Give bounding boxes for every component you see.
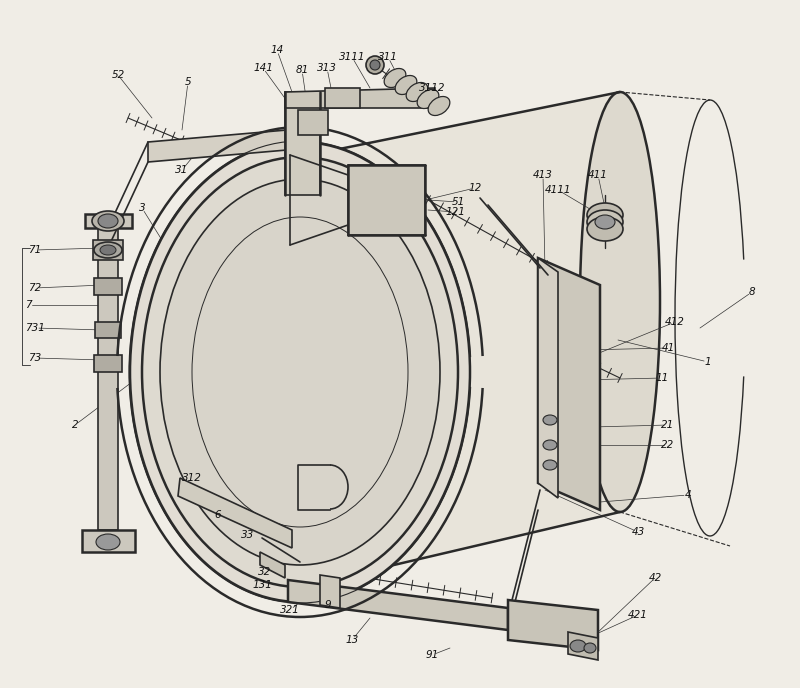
Polygon shape: [348, 165, 425, 235]
Polygon shape: [538, 258, 558, 498]
Ellipse shape: [96, 534, 120, 550]
Polygon shape: [320, 575, 340, 608]
Polygon shape: [300, 92, 620, 587]
Ellipse shape: [370, 60, 380, 70]
Polygon shape: [538, 258, 600, 510]
Polygon shape: [93, 240, 123, 260]
Text: 8: 8: [749, 287, 755, 297]
Text: 9: 9: [325, 600, 331, 610]
Ellipse shape: [160, 179, 440, 565]
Text: 121: 121: [445, 207, 465, 217]
Polygon shape: [568, 632, 598, 660]
Ellipse shape: [142, 157, 458, 587]
Text: 412: 412: [665, 317, 685, 327]
Text: 31: 31: [175, 165, 189, 175]
Polygon shape: [285, 88, 435, 108]
Polygon shape: [325, 88, 360, 108]
Ellipse shape: [587, 210, 623, 234]
Ellipse shape: [570, 640, 586, 652]
Text: 73: 73: [28, 353, 42, 363]
Text: 421: 421: [628, 610, 648, 620]
Text: 32: 32: [258, 567, 272, 577]
Text: 731: 731: [25, 323, 45, 333]
Text: 72: 72: [28, 283, 42, 293]
Text: 91: 91: [426, 650, 438, 660]
Ellipse shape: [98, 214, 118, 228]
Text: 21: 21: [662, 420, 674, 430]
Ellipse shape: [92, 211, 124, 231]
Text: 411: 411: [588, 170, 608, 180]
Text: 321: 321: [280, 605, 300, 615]
Ellipse shape: [100, 245, 116, 255]
Text: 42: 42: [648, 573, 662, 583]
Text: 33: 33: [242, 530, 254, 540]
Text: 14: 14: [270, 45, 284, 55]
Text: 3: 3: [138, 203, 146, 213]
Ellipse shape: [406, 83, 428, 102]
Polygon shape: [298, 110, 328, 135]
Ellipse shape: [428, 96, 450, 116]
Ellipse shape: [543, 415, 557, 425]
Polygon shape: [85, 214, 132, 228]
Polygon shape: [508, 600, 598, 650]
Ellipse shape: [94, 242, 122, 258]
Text: 413: 413: [533, 170, 553, 180]
Ellipse shape: [543, 440, 557, 450]
Text: 3112: 3112: [418, 83, 446, 93]
Text: 81: 81: [295, 65, 309, 75]
Polygon shape: [148, 128, 310, 162]
Text: 1: 1: [705, 357, 711, 367]
Text: 311: 311: [378, 52, 398, 62]
Text: 43: 43: [631, 527, 645, 537]
Ellipse shape: [395, 76, 417, 94]
Text: 11: 11: [655, 373, 669, 383]
Text: 141: 141: [253, 63, 273, 73]
Text: 52: 52: [111, 70, 125, 80]
Text: 51: 51: [451, 197, 465, 207]
Ellipse shape: [587, 217, 623, 241]
Polygon shape: [285, 92, 320, 195]
Text: 131: 131: [252, 580, 272, 590]
Polygon shape: [178, 478, 292, 548]
Text: 5: 5: [185, 77, 191, 87]
Polygon shape: [82, 530, 135, 552]
Polygon shape: [260, 552, 285, 578]
Ellipse shape: [584, 643, 596, 653]
Polygon shape: [288, 580, 508, 630]
Ellipse shape: [543, 460, 557, 470]
Ellipse shape: [595, 215, 615, 229]
Ellipse shape: [587, 203, 623, 227]
Text: 71: 71: [28, 245, 42, 255]
Ellipse shape: [130, 142, 470, 602]
Text: 2: 2: [72, 420, 78, 430]
Text: 4111: 4111: [545, 185, 571, 195]
Text: 41: 41: [662, 343, 674, 353]
Ellipse shape: [417, 89, 439, 109]
Polygon shape: [94, 355, 122, 372]
Ellipse shape: [580, 92, 660, 512]
Ellipse shape: [366, 56, 384, 74]
Polygon shape: [98, 228, 118, 530]
Text: 3111: 3111: [338, 52, 366, 62]
Ellipse shape: [384, 69, 406, 87]
Text: 12: 12: [468, 183, 482, 193]
Text: 312: 312: [182, 473, 202, 483]
Text: 7: 7: [25, 300, 31, 310]
Text: 6: 6: [214, 510, 222, 520]
Text: 313: 313: [317, 63, 337, 73]
Text: 13: 13: [346, 635, 358, 645]
Polygon shape: [94, 278, 122, 295]
Text: 22: 22: [662, 440, 674, 450]
Text: 4: 4: [685, 490, 691, 500]
Polygon shape: [95, 322, 121, 338]
